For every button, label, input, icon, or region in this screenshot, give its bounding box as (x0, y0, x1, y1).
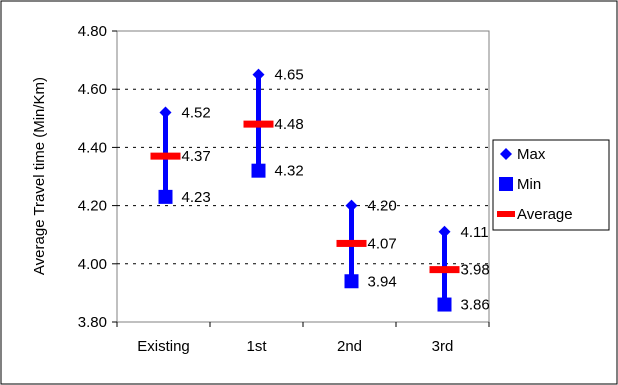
legend-min-swatch (499, 177, 513, 191)
min-marker (251, 163, 266, 178)
y-tick-label: 4.00 (78, 256, 107, 273)
average-marker (429, 266, 460, 274)
y-tick-label: 4.80 (78, 23, 107, 40)
average-value-label: 4.48 (275, 116, 304, 133)
average-marker (336, 239, 367, 247)
plot-area (116, 30, 490, 323)
average-value-label: 3.98 (461, 262, 490, 279)
average-value-label: 4.07 (368, 235, 397, 252)
max-value-label: 4.11 (461, 224, 489, 241)
x-category-label: 1st (246, 338, 267, 355)
min-value-label: 4.23 (182, 189, 211, 206)
legend-label: Max (517, 146, 546, 163)
y-tick-label: 4.60 (78, 81, 107, 98)
grid-lines (117, 88, 489, 265)
x-category-label: 3rd (432, 338, 454, 355)
max-marker (159, 106, 172, 119)
series-markers (150, 68, 460, 312)
min-value-label: 3.86 (461, 297, 490, 314)
y-axis-ticks: 3.80 4.00 4.20 4.40 4.60 4.80 (78, 23, 117, 331)
min-marker (158, 189, 173, 204)
max-value-label: 4.65 (275, 67, 304, 84)
y-tick-label: 4.20 (78, 198, 107, 215)
legend: Max Min Average (492, 139, 610, 231)
min-value-label: 3.94 (368, 273, 397, 290)
y-tick-label: 3.80 (78, 314, 107, 331)
max-value-label: 4.20 (368, 198, 397, 215)
min-marker (437, 297, 452, 312)
x-axis-categories: Existing 1st 2nd 3rd (116, 322, 490, 355)
x-category-label: 2nd (337, 338, 362, 355)
y-axis-label: Average Travel time (Min/Km) (31, 77, 48, 275)
min-marker (344, 274, 359, 289)
x-category-label: Existing (137, 338, 190, 355)
legend-label: Average (517, 206, 573, 223)
average-marker (150, 152, 181, 160)
legend-label: Min (517, 176, 541, 193)
max-marker (438, 225, 451, 238)
min-value-label: 4.32 (275, 163, 304, 180)
average-value-label: 4.37 (182, 148, 211, 165)
legend-average-swatch (497, 211, 515, 217)
max-value-label: 4.52 (182, 104, 211, 121)
max-marker (345, 199, 358, 212)
max-marker (252, 68, 265, 81)
legend-max-swatch (500, 148, 512, 160)
average-marker (243, 120, 274, 128)
data-labels: 4.52 4.23 4.37 4.65 4.32 4.48 4.20 3.94 4.07 4.11… (182, 67, 490, 314)
y-tick-label: 4.40 (78, 139, 107, 156)
